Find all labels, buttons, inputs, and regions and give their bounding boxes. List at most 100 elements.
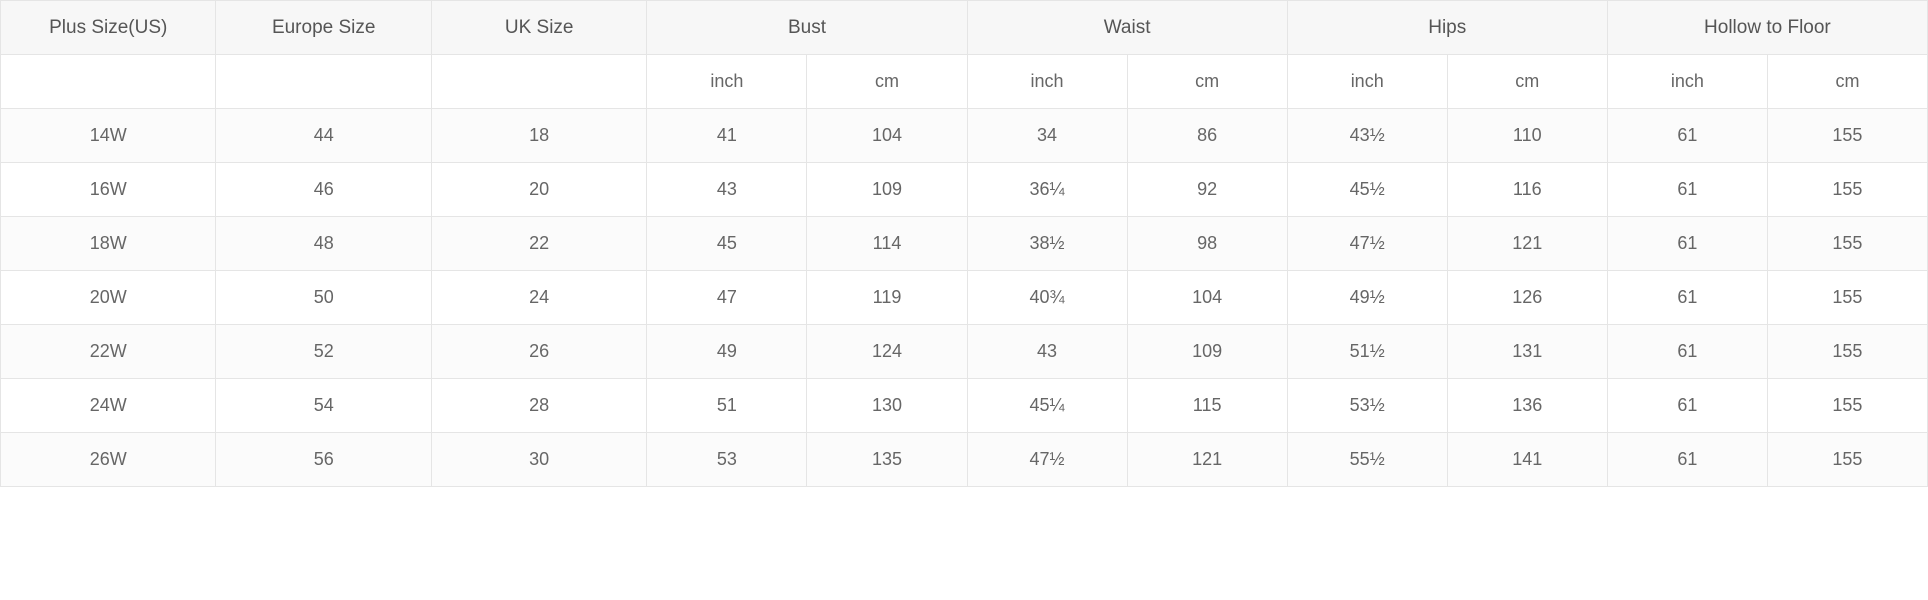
col-uk-size: UK Size [431,1,646,55]
col-bust: Bust [647,1,967,55]
table-cell: 104 [1127,271,1287,325]
table-cell: 18W [1,217,216,271]
table-cell: 47½ [967,433,1127,487]
table-cell: 110 [1447,109,1607,163]
table-cell: 48 [216,217,431,271]
sub-blank-1 [216,55,431,109]
table-row: 24W54285113045¼11553½13661155 [1,379,1928,433]
table-cell: 155 [1767,271,1927,325]
table-cell: 26W [1,433,216,487]
table-cell: 61 [1607,109,1767,163]
table-cell: 51 [647,379,807,433]
table-cell: 109 [1127,325,1287,379]
sub-blank-0 [1,55,216,109]
sub-hollow-inch: inch [1607,55,1767,109]
table-cell: 61 [1607,271,1767,325]
table-cell: 18 [431,109,646,163]
sub-hollow-cm: cm [1767,55,1927,109]
table-row: 22W5226491244310951½13161155 [1,325,1928,379]
table-cell: 115 [1127,379,1287,433]
table-cell: 61 [1607,163,1767,217]
table-cell: 61 [1607,325,1767,379]
table-cell: 131 [1447,325,1607,379]
size-chart-table: Plus Size(US) Europe Size UK Size Bust W… [0,0,1928,487]
table-cell: 53½ [1287,379,1447,433]
table-row: 16W46204310936¼9245½11661155 [1,163,1928,217]
table-cell: 24W [1,379,216,433]
table-cell: 38½ [967,217,1127,271]
table-cell: 26 [431,325,646,379]
table-cell: 54 [216,379,431,433]
header-row-main: Plus Size(US) Europe Size UK Size Bust W… [1,1,1928,55]
table-cell: 43½ [1287,109,1447,163]
table-cell: 126 [1447,271,1607,325]
sub-waist-cm: cm [1127,55,1287,109]
table-cell: 61 [1607,379,1767,433]
table-cell: 51½ [1287,325,1447,379]
table-cell: 43 [647,163,807,217]
table-cell: 46 [216,163,431,217]
table-cell: 52 [216,325,431,379]
table-cell: 50 [216,271,431,325]
table-cell: 114 [807,217,967,271]
table-cell: 135 [807,433,967,487]
sub-hips-inch: inch [1287,55,1447,109]
table-cell: 49 [647,325,807,379]
table-header: Plus Size(US) Europe Size UK Size Bust W… [1,1,1928,109]
table-cell: 130 [807,379,967,433]
table-cell: 98 [1127,217,1287,271]
table-row: 14W441841104348643½11061155 [1,109,1928,163]
table-cell: 20W [1,271,216,325]
table-cell: 40¾ [967,271,1127,325]
table-cell: 92 [1127,163,1287,217]
table-cell: 141 [1447,433,1607,487]
table-cell: 45 [647,217,807,271]
table-cell: 61 [1607,217,1767,271]
table-cell: 34 [967,109,1127,163]
table-cell: 104 [807,109,967,163]
table-cell: 119 [807,271,967,325]
col-hips: Hips [1287,1,1607,55]
table-cell: 44 [216,109,431,163]
table-cell: 45½ [1287,163,1447,217]
table-cell: 155 [1767,433,1927,487]
sub-blank-2 [431,55,646,109]
table-cell: 56 [216,433,431,487]
table-cell: 121 [1447,217,1607,271]
table-cell: 30 [431,433,646,487]
table-cell: 109 [807,163,967,217]
table-cell: 22W [1,325,216,379]
table-cell: 116 [1447,163,1607,217]
table-cell: 155 [1767,163,1927,217]
table-cell: 136 [1447,379,1607,433]
sub-hips-cm: cm [1447,55,1607,109]
table-cell: 155 [1767,379,1927,433]
table-cell: 86 [1127,109,1287,163]
table-cell: 47 [647,271,807,325]
table-cell: 41 [647,109,807,163]
table-cell: 20 [431,163,646,217]
table-cell: 155 [1767,109,1927,163]
col-europe-size: Europe Size [216,1,431,55]
table-cell: 55½ [1287,433,1447,487]
table-row: 18W48224511438½9847½12161155 [1,217,1928,271]
table-cell: 47½ [1287,217,1447,271]
table-cell: 45¼ [967,379,1127,433]
table-cell: 155 [1767,325,1927,379]
table-cell: 124 [807,325,967,379]
table-row: 20W50244711940¾10449½12661155 [1,271,1928,325]
table-row: 26W56305313547½12155½14161155 [1,433,1928,487]
table-body: 14W441841104348643½1106115516W4620431093… [1,109,1928,487]
col-waist: Waist [967,1,1287,55]
sub-bust-cm: cm [807,55,967,109]
table-cell: 24 [431,271,646,325]
col-plus-size: Plus Size(US) [1,1,216,55]
table-cell: 36¼ [967,163,1127,217]
sub-bust-inch: inch [647,55,807,109]
col-hollow: Hollow to Floor [1607,1,1927,55]
table-cell: 155 [1767,217,1927,271]
table-cell: 28 [431,379,646,433]
table-cell: 61 [1607,433,1767,487]
table-cell: 22 [431,217,646,271]
sub-waist-inch: inch [967,55,1127,109]
